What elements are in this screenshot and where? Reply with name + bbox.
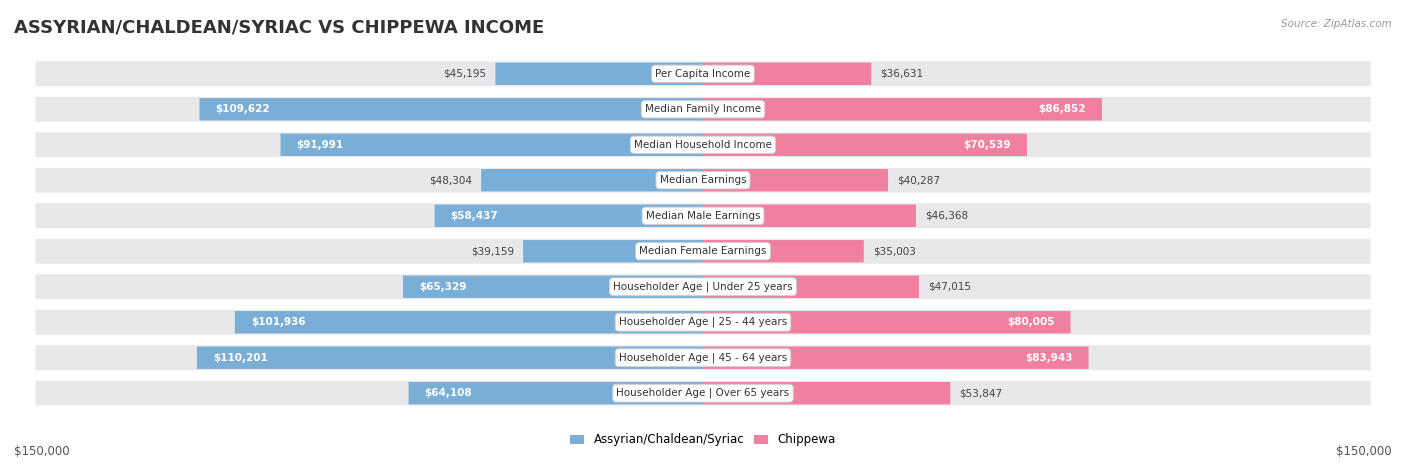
Text: $150,000: $150,000 [14, 445, 70, 458]
FancyBboxPatch shape [703, 276, 920, 298]
FancyBboxPatch shape [703, 169, 889, 191]
Text: ASSYRIAN/CHALDEAN/SYRIAC VS CHIPPEWA INCOME: ASSYRIAN/CHALDEAN/SYRIAC VS CHIPPEWA INC… [14, 19, 544, 37]
Text: $64,108: $64,108 [425, 388, 472, 398]
Text: $53,847: $53,847 [959, 388, 1002, 398]
Text: $86,852: $86,852 [1038, 104, 1085, 114]
FancyBboxPatch shape [703, 134, 1026, 156]
FancyBboxPatch shape [280, 134, 703, 156]
Text: Householder Age | Under 25 years: Householder Age | Under 25 years [613, 282, 793, 292]
Text: $45,195: $45,195 [443, 69, 486, 79]
Text: $58,437: $58,437 [451, 211, 499, 221]
FancyBboxPatch shape [200, 98, 703, 120]
FancyBboxPatch shape [703, 205, 915, 227]
Text: $83,943: $83,943 [1025, 353, 1073, 363]
FancyBboxPatch shape [197, 347, 703, 369]
FancyBboxPatch shape [235, 311, 703, 333]
Text: Per Capita Income: Per Capita Income [655, 69, 751, 79]
FancyBboxPatch shape [523, 240, 703, 262]
FancyBboxPatch shape [703, 347, 1088, 369]
FancyBboxPatch shape [409, 382, 703, 404]
FancyBboxPatch shape [35, 345, 1371, 371]
FancyBboxPatch shape [703, 311, 1070, 333]
Text: $36,631: $36,631 [880, 69, 924, 79]
FancyBboxPatch shape [35, 61, 1371, 87]
FancyBboxPatch shape [35, 203, 1371, 229]
FancyBboxPatch shape [495, 63, 703, 85]
Text: $40,287: $40,287 [897, 175, 941, 185]
Text: Median Male Earnings: Median Male Earnings [645, 211, 761, 221]
Text: Householder Age | 45 - 64 years: Householder Age | 45 - 64 years [619, 353, 787, 363]
Text: Householder Age | Over 65 years: Householder Age | Over 65 years [616, 388, 790, 398]
Text: Source: ZipAtlas.com: Source: ZipAtlas.com [1281, 19, 1392, 28]
Text: $101,936: $101,936 [250, 317, 305, 327]
FancyBboxPatch shape [434, 205, 703, 227]
Text: Householder Age | 25 - 44 years: Householder Age | 25 - 44 years [619, 317, 787, 327]
Text: $48,304: $48,304 [429, 175, 472, 185]
FancyBboxPatch shape [35, 167, 1371, 193]
Text: $110,201: $110,201 [212, 353, 267, 363]
Text: $35,003: $35,003 [873, 246, 915, 256]
FancyBboxPatch shape [35, 96, 1371, 122]
FancyBboxPatch shape [703, 382, 950, 404]
FancyBboxPatch shape [35, 132, 1371, 158]
FancyBboxPatch shape [404, 276, 703, 298]
Text: Median Earnings: Median Earnings [659, 175, 747, 185]
Text: $91,991: $91,991 [297, 140, 343, 150]
Text: $70,539: $70,539 [963, 140, 1011, 150]
Text: $80,005: $80,005 [1007, 317, 1054, 327]
Text: $46,368: $46,368 [925, 211, 969, 221]
FancyBboxPatch shape [35, 238, 1371, 264]
FancyBboxPatch shape [703, 240, 863, 262]
Text: $65,329: $65,329 [419, 282, 467, 292]
Text: $109,622: $109,622 [215, 104, 270, 114]
Text: $39,159: $39,159 [471, 246, 515, 256]
FancyBboxPatch shape [35, 309, 1371, 335]
FancyBboxPatch shape [703, 98, 1102, 120]
Text: Median Female Earnings: Median Female Earnings [640, 246, 766, 256]
FancyBboxPatch shape [35, 274, 1371, 300]
Text: Median Household Income: Median Household Income [634, 140, 772, 150]
Text: Median Family Income: Median Family Income [645, 104, 761, 114]
Legend: Assyrian/Chaldean/Syriac, Chippewa: Assyrian/Chaldean/Syriac, Chippewa [565, 429, 841, 451]
FancyBboxPatch shape [703, 63, 872, 85]
FancyBboxPatch shape [481, 169, 703, 191]
Text: $47,015: $47,015 [928, 282, 972, 292]
Text: $150,000: $150,000 [1336, 445, 1392, 458]
FancyBboxPatch shape [35, 380, 1371, 406]
